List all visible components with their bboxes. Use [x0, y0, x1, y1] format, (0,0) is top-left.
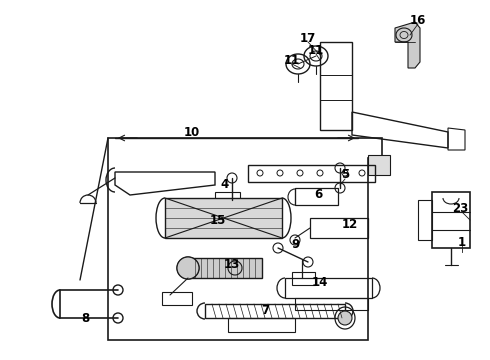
Text: 11: 11 [308, 44, 324, 57]
Text: 7: 7 [261, 303, 269, 316]
Text: 14: 14 [312, 275, 328, 288]
Circle shape [338, 311, 352, 325]
Text: 23: 23 [452, 202, 468, 215]
Text: 11: 11 [284, 54, 300, 67]
Text: 12: 12 [342, 219, 358, 231]
Polygon shape [165, 198, 282, 238]
Text: 1: 1 [458, 235, 466, 248]
Text: 16: 16 [410, 13, 426, 27]
Polygon shape [395, 22, 420, 68]
Polygon shape [188, 258, 262, 278]
Polygon shape [368, 155, 390, 175]
Circle shape [177, 257, 199, 279]
Text: 8: 8 [81, 311, 89, 324]
Text: 9: 9 [291, 238, 299, 252]
Text: 10: 10 [184, 126, 200, 139]
Text: 6: 6 [314, 189, 322, 202]
Text: 5: 5 [341, 168, 349, 181]
Text: 15: 15 [210, 213, 226, 226]
Text: 4: 4 [221, 179, 229, 192]
Text: 13: 13 [224, 258, 240, 271]
Text: 17: 17 [300, 31, 316, 45]
